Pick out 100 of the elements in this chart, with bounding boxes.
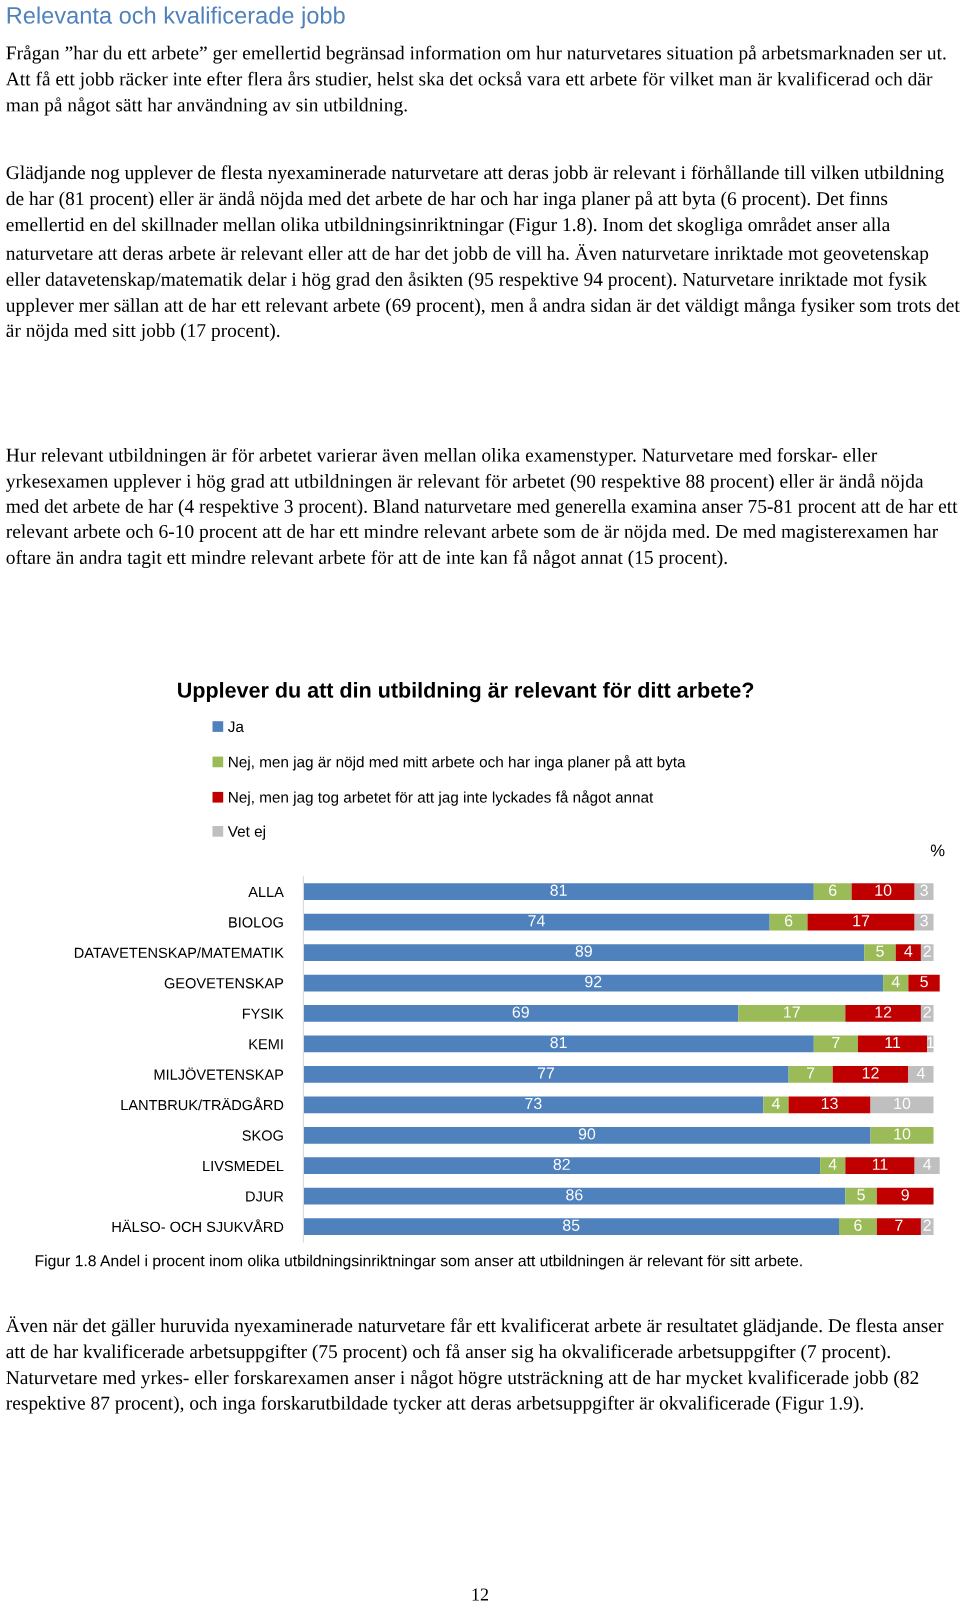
y-tick-label: MILJÖVETENSKAP	[154, 1067, 284, 1080]
data-label: 74	[528, 915, 545, 927]
bar	[845, 1005, 921, 1022]
bar	[303, 1187, 846, 1205]
data-label: 4	[923, 1158, 932, 1170]
chart-title: Upplever du att din utbildning är relevant för ditt arbete?	[178, 681, 754, 703]
bar	[845, 1157, 915, 1175]
y-tick-label: DATAVETENSKAP/MATEMATIK	[74, 947, 284, 958]
bar	[920, 1218, 934, 1235]
data-label: 92	[585, 975, 602, 988]
data-label: 12	[875, 1006, 892, 1018]
data-label: 3	[920, 915, 928, 927]
bar	[769, 913, 808, 931]
data-label: 6	[829, 884, 837, 896]
text: Glädjande nog upplever de flesta nyexaminerade naturvetare att deras jobb är relevant i förhållande till vilken utbildning de har (81 procent) eller är ändå nöjda med det arbete de har och har inga planer på att byta (6 procent). Det finns emellertid en del skillnader mellan olika utbildningsinriktningar (Figur 1.8). Inom det skogliga området anser alla naturvetare att deras arbete är relevant eller att de har det jobb de vill ha. Även naturvetare inriktade mot geovetenskap eller datavetenskap/matematik delar i hög grad den åsikten (95 respektive 94 procent). Naturvetare inriktade mot fysik upplever mer sällan att de har ett relevant arbete (69 procent), men å andra sidan är det väldigt många fysiker som trots det är nöjda med sitt jobb (17 procent).	[6, 164, 960, 341]
bar	[876, 1218, 921, 1235]
text: Även när det gäller huruvida nyexaminerade naturvetare får ett kvalificerat arbete är resultatet glädjande. De flesta anser att de har kvalificerade arbetsuppgifter (75 procent) och få anser sig ha okvalificerade arbetsuppgifter (7 procent). Naturvetare med yrkes- eller forskarexamen anser i något högre utsträckning att de har mycket kvalificerade jobb (82 respektive 87 procent), och inga forskarutbildade tycker att deras arbetsuppgifter är okvalificerade (Figur 1.9).	[5, 1316, 944, 1414]
bar	[303, 913, 770, 931]
data-label: 77	[537, 1067, 555, 1079]
data-label: 6	[784, 915, 793, 927]
data-label: 81	[550, 1036, 567, 1049]
bar	[820, 1157, 846, 1175]
bar	[788, 1065, 833, 1083]
bar	[303, 944, 865, 961]
data-label: 7	[807, 1067, 815, 1079]
bar	[832, 1065, 909, 1083]
data-label: 17	[784, 1006, 800, 1018]
text: %	[930, 844, 945, 857]
text: Figur 1.8 Andel i procent inom olika utbildningsinriktningar som anser att utbildningen är relevant för sitt arbete.	[35, 1254, 802, 1270]
bar	[839, 1218, 877, 1235]
text: 12	[472, 1588, 489, 1601]
legend-label: Nej, men jag tog arbetet för att jag inte lyckades få något annat	[229, 790, 654, 806]
bar	[303, 1157, 821, 1175]
bar	[851, 883, 915, 901]
bar	[807, 913, 915, 931]
text: Relevanta och kvalificerade jobb	[7, 6, 345, 29]
data-label: 89	[575, 945, 592, 957]
bar	[908, 1065, 934, 1083]
y-tick-label: DJUR	[246, 1191, 284, 1202]
legend-label: Ja	[228, 721, 244, 733]
text: Frågan ”har du ett arbete” ger emellertid begränsad information om hur naturvetares situation på arbetsmarknaden ser ut. Att få ett jobb räcker inte efter flera års studier, helst ska det också vara ett arbete för vilket man är kvalificerad och där man på något sätt har användning av sin utbildning.	[5, 45, 946, 116]
bar	[788, 1096, 871, 1114]
y-tick-label: KEMI	[249, 1039, 283, 1050]
bar	[870, 1096, 934, 1114]
bar	[303, 974, 884, 992]
data-label: 13	[821, 1097, 838, 1110]
y-tick-label: LIVSMEDEL	[203, 1160, 284, 1172]
bar	[864, 944, 896, 961]
data-label: 1	[927, 1037, 935, 1049]
data-label: 4	[916, 1067, 925, 1079]
bar	[813, 1035, 858, 1053]
data-label: 4	[904, 945, 913, 957]
data-label: 5	[876, 945, 884, 957]
bar	[857, 1035, 928, 1053]
bar	[845, 1187, 877, 1205]
data-label: 9	[901, 1189, 909, 1201]
data-label: 7	[895, 1219, 903, 1231]
data-label: 3	[920, 884, 928, 896]
bar	[763, 1096, 789, 1114]
data-label: 12	[862, 1067, 879, 1079]
bar	[303, 1096, 764, 1114]
y-tick-label: LANTBRUK/TRÄDGÅRD	[121, 1097, 284, 1111]
data-label: 81	[550, 884, 567, 896]
y-tick-label: GEOVETENSKAP	[164, 978, 284, 989]
data-label: 10	[894, 1128, 911, 1140]
data-label: 73	[525, 1097, 542, 1110]
bar	[870, 1126, 934, 1144]
data-label: 17	[853, 915, 870, 927]
data-label: 5	[920, 976, 928, 988]
bar	[303, 1065, 789, 1083]
text: Hur relevant utbildningen är för arbetet varierar även mellan olika examenstyper. Naturvetare med forskar- eller yrkesexamen upplever i hög grad att utbildningen är relevant för arbetet (90 respektive 88 procent) eller är ändå nöjda med det arbete de har (4 respektive 3 procent). Bland naturvetare med generella examina anser 75-81 procent att de har ett relevant arbete och 6-10 procent att de har ett mindre relevant arbete som de är nöjda med. De med magisterexamen har oftare än andra tagit ett mindre relevant arbete för att de inte kan få något annat (15 procent).	[6, 447, 958, 569]
data-label: 86	[566, 1189, 583, 1201]
bar	[895, 944, 921, 961]
bar	[303, 1005, 739, 1022]
data-label: 4	[828, 1158, 837, 1170]
bar	[813, 883, 852, 901]
data-label: 82	[553, 1158, 570, 1171]
bar	[303, 1035, 814, 1053]
data-label: 2	[923, 945, 931, 957]
bar	[303, 1218, 840, 1235]
data-label: 2	[923, 1006, 931, 1018]
data-label: 7	[832, 1037, 840, 1049]
y-tick-label: HÄLSO- OCH SJUKVÅRD	[112, 1219, 284, 1233]
bar	[303, 883, 814, 901]
data-label: 11	[872, 1158, 888, 1170]
data-label: 85	[563, 1219, 580, 1231]
data-label: 11	[885, 1037, 901, 1049]
bar	[914, 883, 934, 901]
data-label: 2	[923, 1219, 931, 1231]
y-tick-label: FYSIK	[242, 1008, 284, 1019]
data-label: 6	[854, 1219, 862, 1231]
data-label: 69	[512, 1006, 529, 1018]
bar	[738, 1005, 846, 1022]
legend-label: Vet ej	[227, 825, 265, 840]
data-label: 4	[891, 976, 900, 988]
bar	[303, 1126, 871, 1144]
data-label: 10	[894, 1097, 911, 1110]
data-label: 10	[875, 884, 892, 896]
data-label: 90	[578, 1128, 596, 1140]
y-tick-label: SKOG	[242, 1130, 283, 1141]
